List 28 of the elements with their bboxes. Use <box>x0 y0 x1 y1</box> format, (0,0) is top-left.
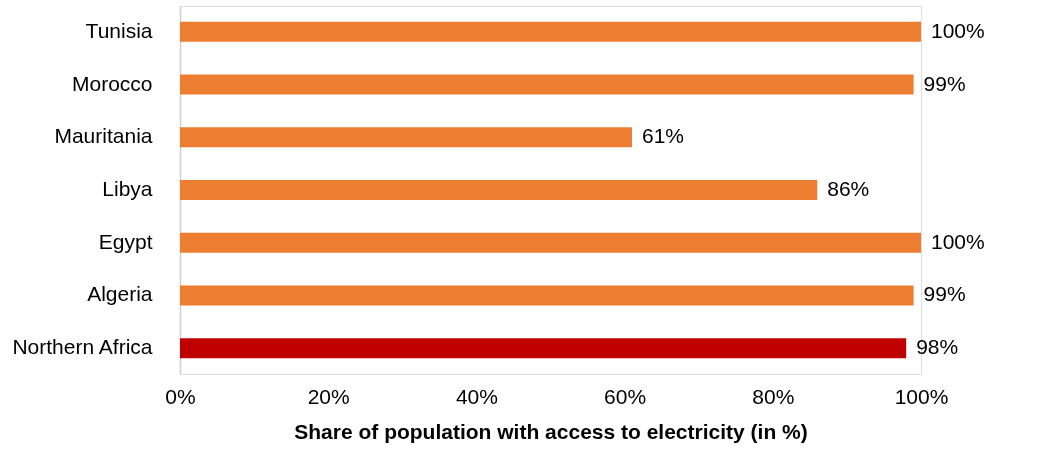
y-tick-label: Mauritania <box>54 124 153 148</box>
y-tick-label: Northern Africa <box>12 335 153 359</box>
data-label: 61% <box>642 124 685 148</box>
data-label: 86% <box>827 177 870 200</box>
x-tick-label: 60% <box>604 384 647 408</box>
bar <box>180 74 914 95</box>
data-label: 100% <box>931 18 985 42</box>
data-label: 100% <box>931 229 985 253</box>
bar <box>180 21 921 42</box>
x-tick-label: 100% <box>894 384 949 408</box>
data-label: 98% <box>916 335 959 359</box>
x-tick-label: 20% <box>307 384 350 408</box>
bar <box>180 285 914 306</box>
y-tick-label: Egypt <box>98 229 153 253</box>
x-tick-label: 40% <box>455 384 498 408</box>
data-label: 99% <box>923 71 966 95</box>
y-tick-label: Libya <box>102 177 153 200</box>
bar <box>180 338 907 359</box>
bar <box>180 127 633 148</box>
data-label: 99% <box>923 282 966 306</box>
y-tick-label: Algeria <box>87 282 153 306</box>
y-tick-label: Morocco <box>71 71 153 95</box>
y-tick-label: Tunisia <box>85 18 153 42</box>
x-axis-title: Share of population with access to electricity (in %) <box>294 419 808 443</box>
x-tick-label: 0% <box>165 384 196 408</box>
bar <box>180 232 921 253</box>
x-tick-label: 80% <box>752 384 795 408</box>
bar <box>180 179 818 201</box>
